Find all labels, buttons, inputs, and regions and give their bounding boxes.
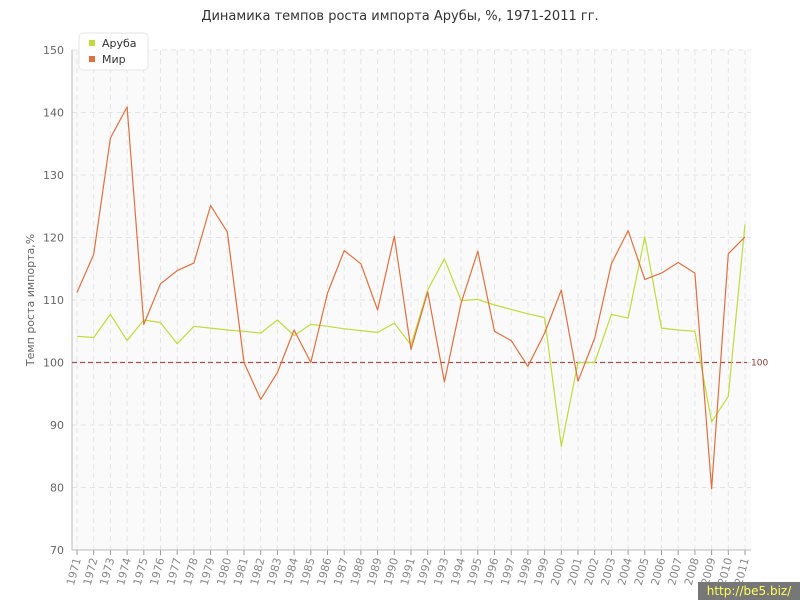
grid-lines <box>72 49 751 551</box>
watermark-link[interactable]: http://be5.biz/ <box>698 582 800 600</box>
chart-title: Динамика темпов роста импорта Арубы, %, … <box>201 9 599 24</box>
x-tick-labels: 1971197219731974197519761977197819791980… <box>64 556 752 586</box>
y-tick-label: 80 <box>50 482 64 495</box>
y-tick-labels: 70 80 90 100 110 120 130 140 150 <box>43 44 64 557</box>
legend-swatch-world <box>89 56 95 62</box>
legend[interactable]: Аруба Мир <box>78 32 149 71</box>
legend-box <box>78 32 149 71</box>
series-lines <box>76 106 746 490</box>
y-tick-label: 110 <box>43 294 64 307</box>
y-tick-label: 140 <box>43 107 64 120</box>
y-tick-label: 130 <box>43 169 64 182</box>
y-tick-label: 100 <box>43 357 64 370</box>
reference-line-label: 100 <box>751 359 768 369</box>
y-tick-label: 90 <box>50 419 64 432</box>
y-axis-title: Темп роста импорта,% <box>24 234 37 367</box>
legend-label-aruba[interactable]: Аруба <box>102 37 137 50</box>
legend-label-world[interactable]: Мир <box>102 53 126 66</box>
y-tick-label: 120 <box>43 232 64 245</box>
y-tick-label: 70 <box>50 544 64 557</box>
axes <box>71 50 751 555</box>
legend-swatch-aruba <box>89 40 95 46</box>
series-line-world <box>76 106 746 490</box>
series-line-aruba <box>76 224 746 447</box>
y-tick-label: 150 <box>43 44 64 57</box>
